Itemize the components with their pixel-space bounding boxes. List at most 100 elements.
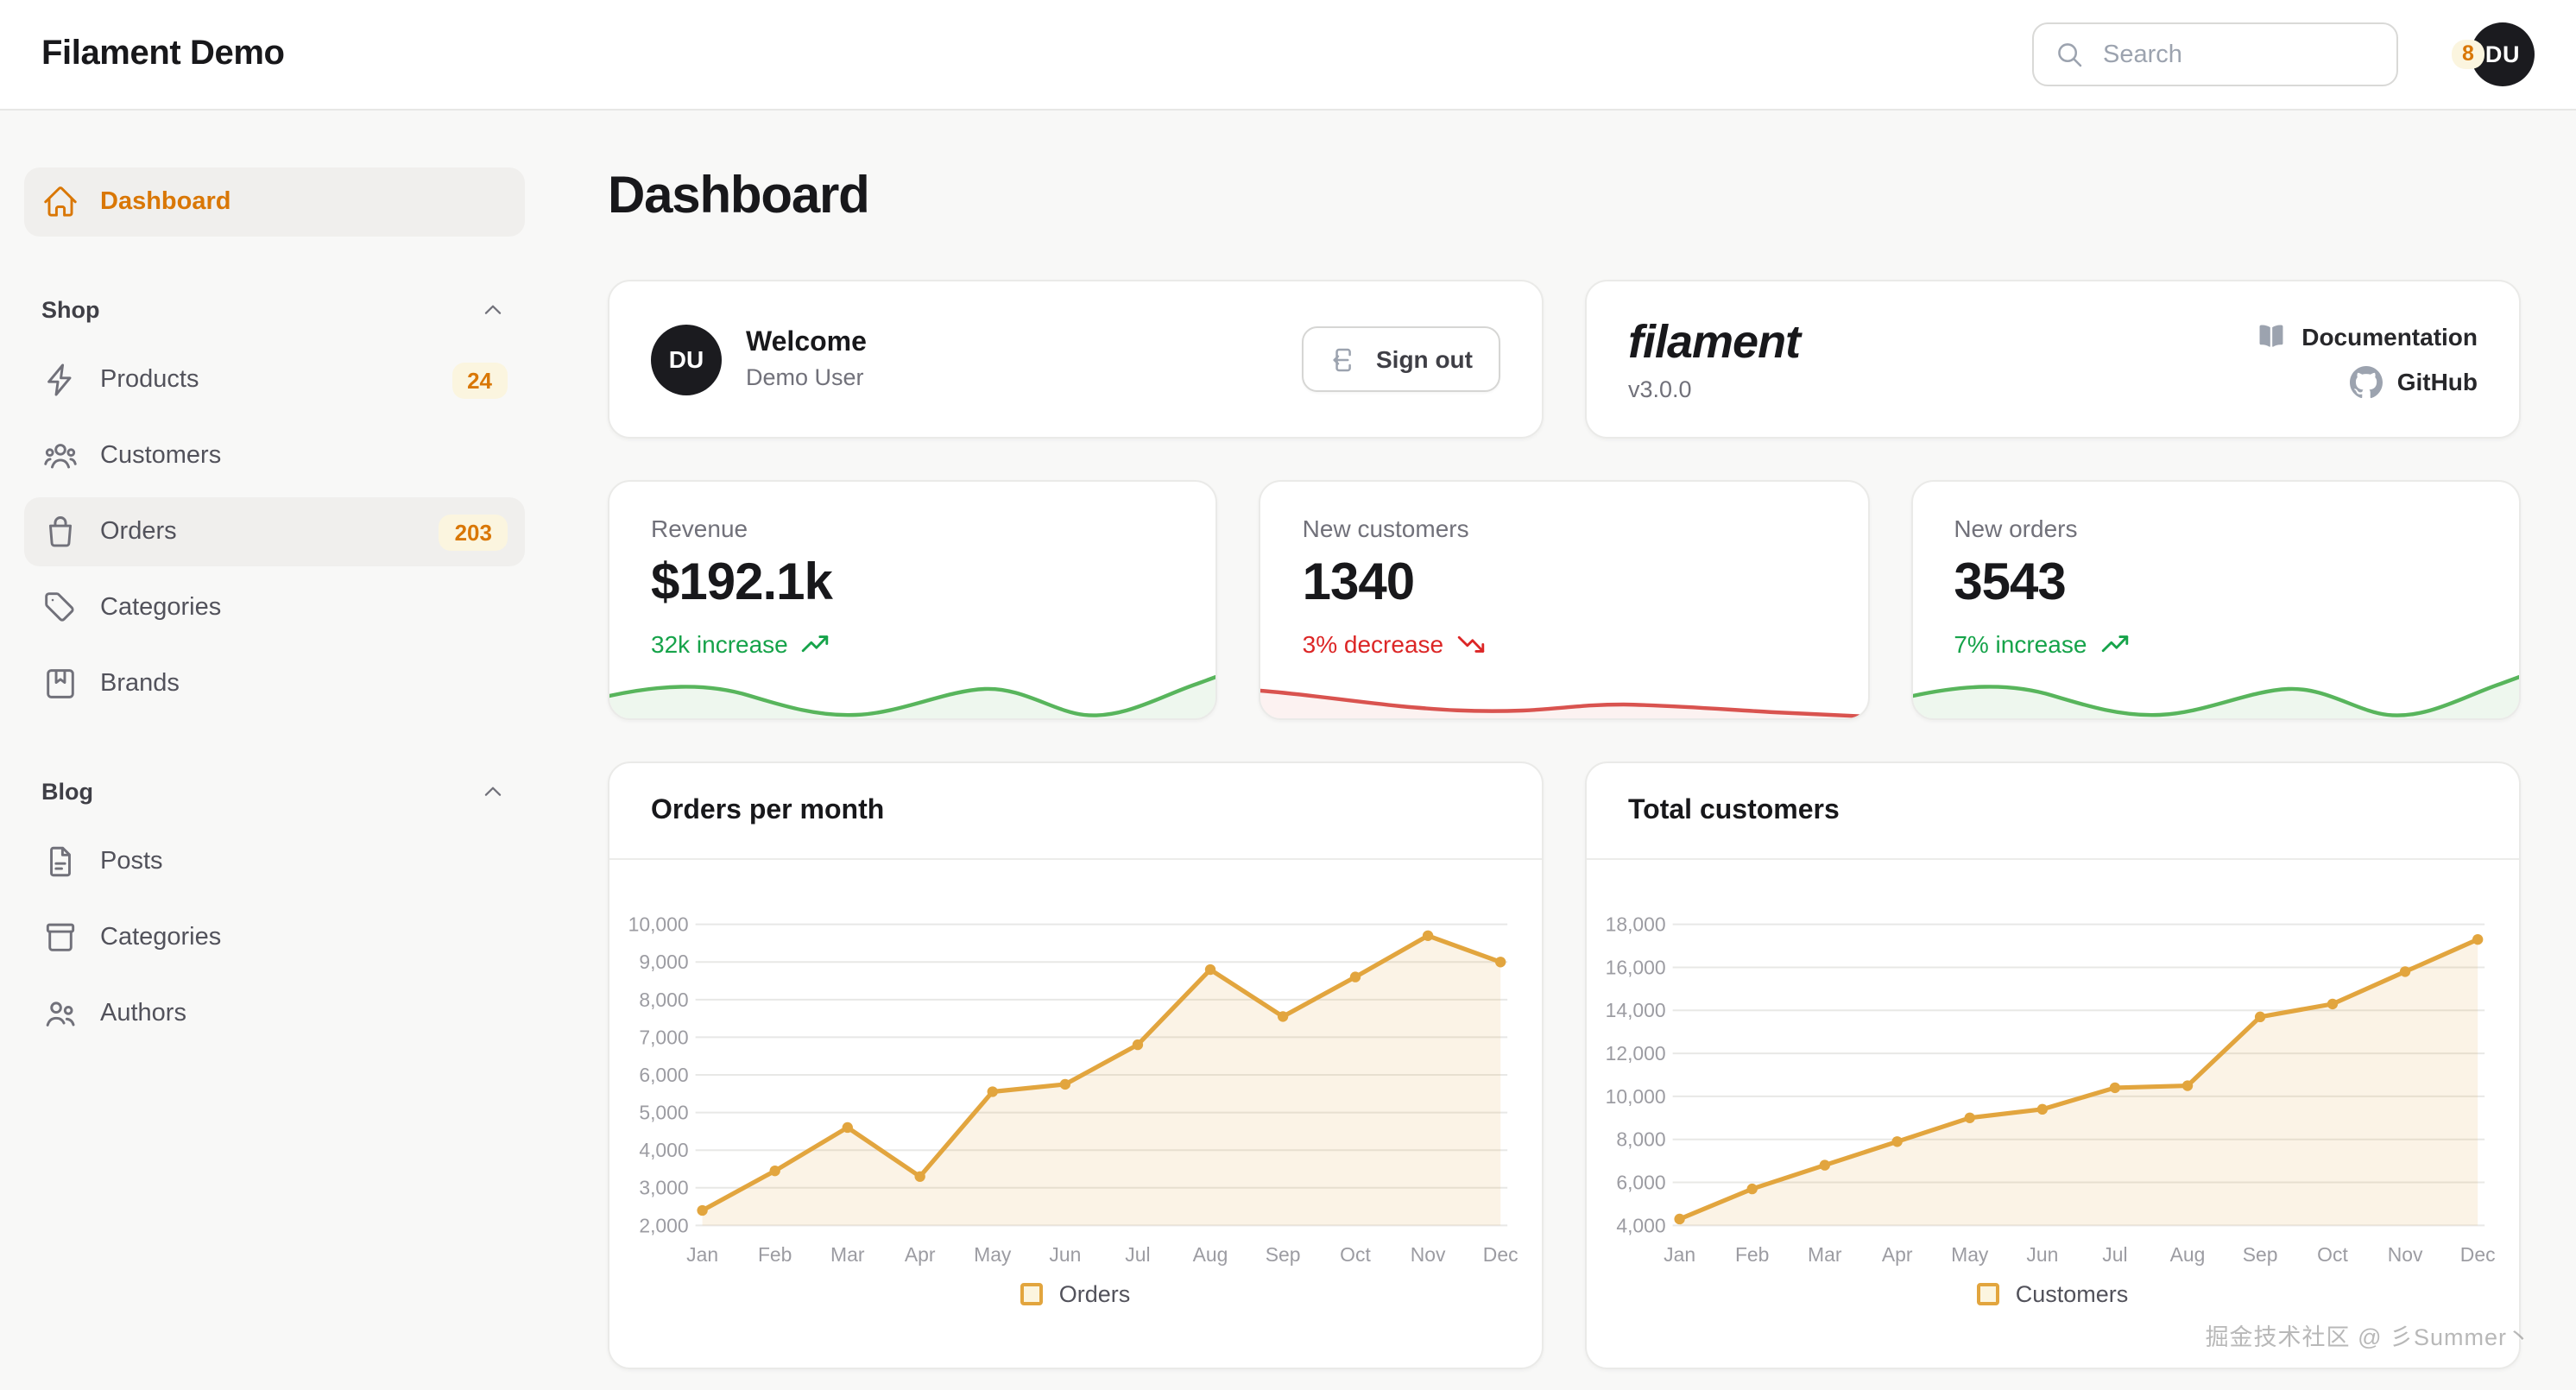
- sidebar-item-label: Categories: [100, 594, 222, 622]
- stat-card-new-orders: New orders 3543 7% increase: [1910, 480, 2521, 720]
- sidebar-item-blog-posts[interactable]: Posts: [24, 827, 525, 896]
- search-input[interactable]: [2099, 39, 2377, 70]
- github-link[interactable]: GitHub: [2350, 365, 2478, 398]
- sidebar-item-shop-products[interactable]: Products 24: [24, 345, 525, 414]
- filament-branding: filament v3.0.0: [1628, 316, 1801, 402]
- filament-version: v3.0.0: [1628, 376, 1692, 402]
- svg-text:2,000: 2,000: [639, 1214, 688, 1236]
- svg-text:Jul: Jul: [1125, 1243, 1150, 1266]
- github-icon: [2350, 365, 2383, 398]
- document-text-icon: [41, 843, 79, 881]
- welcome-subtitle: Demo User: [746, 364, 864, 390]
- user-group-icon: [41, 437, 79, 475]
- chevron-up-icon: [478, 776, 508, 806]
- svg-text:14,000: 14,000: [1606, 999, 1666, 1021]
- svg-text:12,000: 12,000: [1606, 1042, 1666, 1065]
- svg-text:6,000: 6,000: [1616, 1171, 1665, 1193]
- sidebar-item-label: Products: [100, 366, 199, 394]
- svg-text:Mar: Mar: [830, 1243, 865, 1266]
- topbar-actions: 8 DU: [2032, 22, 2535, 86]
- notification-badge: 8: [2452, 39, 2484, 70]
- stat-sparkline: [609, 639, 1216, 718]
- sidebar-item-blog-categories[interactable]: Categories: [24, 903, 525, 972]
- page-title: Dashboard: [608, 167, 870, 224]
- chart-legend-total-customers[interactable]: Customers: [1587, 1281, 2519, 1307]
- sign-out-button[interactable]: Sign out: [1302, 326, 1500, 392]
- chart-header-orders-per-month: Orders per month: [609, 763, 1542, 860]
- svg-text:Dec: Dec: [2460, 1243, 2496, 1266]
- chart-legend-orders-per-month[interactable]: Orders: [609, 1281, 1542, 1307]
- stat-delta-text: 3% decrease: [1302, 630, 1444, 658]
- sidebar-item-shop-categories[interactable]: Categories: [24, 573, 525, 642]
- sidebar-item-label: Posts: [100, 848, 163, 875]
- sidebar-item-badge: 24: [451, 362, 508, 398]
- legend-label: Customers: [2015, 1281, 2129, 1307]
- svg-text:10,000: 10,000: [1606, 1085, 1666, 1108]
- watermark: 掘金技术社区 @ 彡Summer丶: [2205, 1324, 2531, 1350]
- welcome-title: Welcome: [746, 328, 867, 357]
- shopping-bag-icon: [41, 513, 79, 551]
- sidebar-group-blog: Blog Posts Categories Authors: [24, 770, 525, 1048]
- svg-text:Apr: Apr: [905, 1243, 936, 1266]
- sidebar-item-dashboard[interactable]: Dashboard: [24, 167, 525, 237]
- stat-delta-text: 7% increase: [1954, 630, 2087, 658]
- svg-text:Apr: Apr: [1882, 1243, 1913, 1266]
- sidebar-nav: Dashboard Shop Products 24 Customers Orders 20…: [24, 167, 525, 1048]
- sidebar-item-shop-orders[interactable]: Orders 203: [24, 497, 525, 566]
- sidebar-group-label: Shop: [41, 296, 100, 322]
- bolt-icon: [41, 361, 79, 399]
- sidebar-item-label: Categories: [100, 924, 222, 951]
- filament-links: Documentation GitHub: [2255, 320, 2478, 398]
- stat-delta: 3% decrease: [1303, 629, 1827, 660]
- stat-label: New customers: [1302, 515, 1469, 542]
- sidebar-item-blog-authors[interactable]: Authors: [24, 979, 525, 1048]
- welcome-text: Welcome Demo User: [746, 328, 867, 390]
- svg-text:Nov: Nov: [1411, 1243, 1446, 1266]
- svg-text:Nov: Nov: [2388, 1243, 2423, 1266]
- sidebar-item-label: Authors: [100, 1000, 186, 1027]
- stat-value: $192.1k: [651, 554, 833, 611]
- svg-text:Oct: Oct: [1340, 1243, 1371, 1266]
- archive-box-icon: [41, 919, 79, 957]
- stat-delta: 7% increase: [1954, 629, 2478, 660]
- trend-up-icon: [800, 629, 831, 660]
- sidebar-item-label: Dashboard: [100, 188, 231, 216]
- svg-text:18,000: 18,000: [1606, 913, 1666, 936]
- stats-row: Revenue $192.1k 32k increase New customers 1…: [608, 480, 2521, 720]
- chart-header-total-customers: Total customers: [1587, 763, 2519, 860]
- sidebar-item-label: Orders: [100, 518, 177, 546]
- bookmark-square-icon: [41, 665, 79, 703]
- svg-text:Mar: Mar: [1808, 1243, 1842, 1266]
- sidebar: Dashboard Shop Products 24 Customers Orders 20…: [0, 111, 549, 1390]
- svg-text:May: May: [974, 1243, 1012, 1266]
- svg-text:7,000: 7,000: [639, 1026, 688, 1048]
- legend-swatch-icon: [1977, 1283, 2000, 1305]
- svg-text:Oct: Oct: [2317, 1243, 2348, 1266]
- stat-card-revenue: Revenue $192.1k 32k increase: [608, 480, 1218, 720]
- svg-text:Jan: Jan: [1664, 1243, 1695, 1266]
- welcome-row: DU Welcome Demo User Sign out filament v…: [608, 280, 2521, 439]
- trend-up-icon: [2099, 629, 2130, 660]
- search-box[interactable]: [2032, 22, 2398, 86]
- sidebar-item-shop-customers[interactable]: Customers: [24, 421, 525, 490]
- topbar: Filament Demo 8 DU: [0, 0, 2576, 111]
- main-content: Dashboard DU Welcome Demo User Sign out: [608, 111, 2521, 1369]
- stat-label: New orders: [1954, 515, 2078, 542]
- documentation-link[interactable]: Documentation: [2255, 320, 2478, 353]
- chart-title: Orders per month: [651, 795, 885, 825]
- sidebar-group-header-blog[interactable]: Blog: [24, 770, 525, 812]
- svg-text:Jun: Jun: [1049, 1243, 1081, 1266]
- sidebar-group-shop: Shop Products 24 Customers Orders 203 Categori…: [24, 288, 525, 718]
- svg-text:8,000: 8,000: [639, 989, 688, 1011]
- documentation-label: Documentation: [2301, 323, 2478, 351]
- welcome-avatar: DU: [651, 324, 722, 395]
- sidebar-group-header-shop[interactable]: Shop: [24, 288, 525, 330]
- sidebar-item-shop-brands[interactable]: Brands: [24, 649, 525, 718]
- legend-swatch-icon: [1020, 1283, 1044, 1305]
- users-icon: [41, 995, 79, 1033]
- svg-text:May: May: [1951, 1243, 1989, 1266]
- svg-text:10,000: 10,000: [628, 913, 689, 936]
- charts-row: Orders per month 10,000 9,000 8,000 7,000 6,0…: [608, 761, 2521, 1369]
- sign-out-icon: [1329, 343, 1362, 376]
